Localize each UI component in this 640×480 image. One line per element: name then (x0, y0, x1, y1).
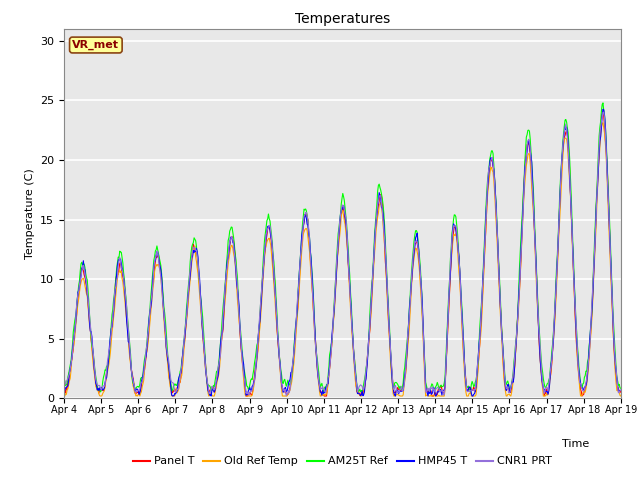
Legend: Panel T, Old Ref Temp, AM25T Ref, HMP45 T, CNR1 PRT: Panel T, Old Ref Temp, AM25T Ref, HMP45 … (129, 452, 556, 471)
Text: Time: Time (561, 439, 589, 449)
Title: Temperatures: Temperatures (295, 12, 390, 26)
Text: VR_met: VR_met (72, 40, 119, 50)
Y-axis label: Temperature (C): Temperature (C) (24, 168, 35, 259)
